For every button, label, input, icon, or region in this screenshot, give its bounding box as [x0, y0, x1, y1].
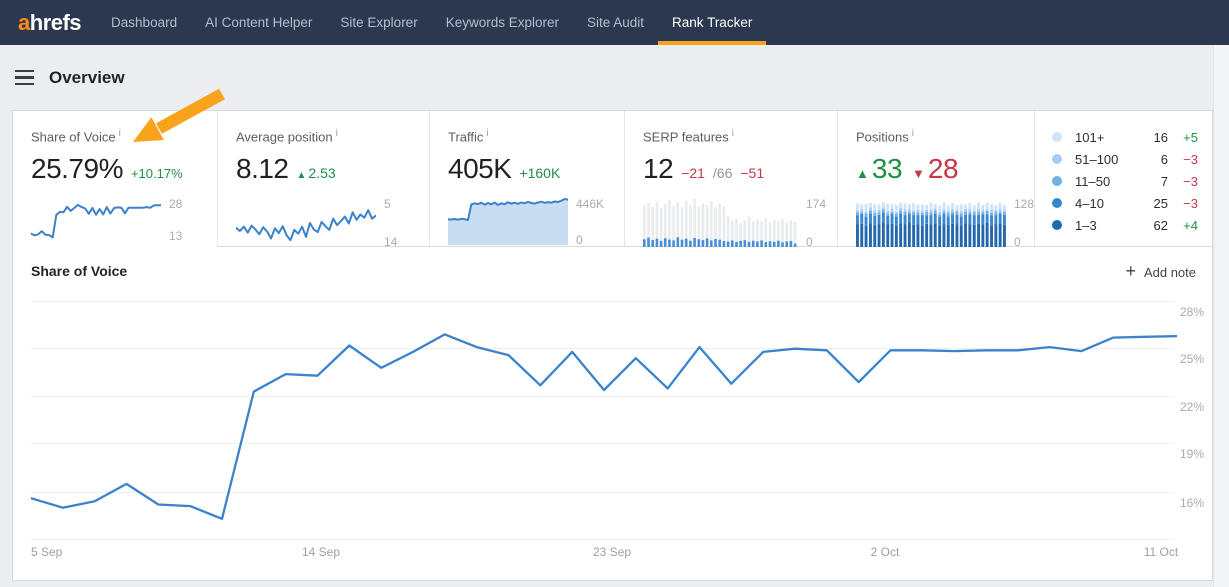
- metric-delta: +10.17%: [130, 166, 183, 182]
- tab-title: Average position i: [236, 128, 338, 145]
- sparkline-row: 174 0: [643, 197, 837, 249]
- ahrefs-logo[interactable]: ahrefs: [18, 9, 82, 36]
- metric-value: 405K: [448, 153, 512, 185]
- sparkline-row: 446K 0: [448, 197, 624, 247]
- tab-positions[interactable]: Positions i ▲ 33 ▼ 28 128 0: [838, 111, 1035, 249]
- top-nav: ahrefs Dashboard AI Content Helper Site …: [0, 0, 1229, 45]
- x-axis-label: 23 Sep: [592, 545, 632, 559]
- up-triangle-icon: ▲: [856, 166, 869, 182]
- metric-value-row: ▲ 33 ▼ 28: [856, 153, 1034, 185]
- nav-item-ai-content-helper[interactable]: AI Content Helper: [205, 15, 313, 30]
- x-axis-label: 2 Oct: [870, 545, 900, 559]
- up-triangle-icon: ▲: [296, 170, 307, 182]
- nav-item-dashboard[interactable]: Dashboard: [111, 15, 178, 30]
- gridline: [31, 348, 1174, 349]
- sparkline-row: 28 13: [31, 197, 217, 243]
- page-header: Overview: [0, 45, 1213, 110]
- tab-serp-features[interactable]: SERP features i 12 −21 /66 −51 174 0: [625, 111, 838, 249]
- spark-axis: 446K 0: [576, 197, 605, 248]
- metric-total: /66: [712, 165, 733, 182]
- metric-delta-lost: −21: [681, 165, 705, 182]
- metric-value-row: 12 −21 /66 −51: [643, 153, 837, 185]
- spark-axis: 28 13: [169, 197, 183, 244]
- page-content: Overview Share of Voice i 25.79% +10.17% …: [0, 45, 1213, 581]
- tab-title: Traffic i: [448, 128, 489, 145]
- tab-title: Positions i: [856, 128, 914, 145]
- legend-dot: [1052, 132, 1062, 142]
- positions-up-value: 33: [871, 153, 903, 185]
- metric-value: 25.79%: [31, 153, 123, 185]
- legend-row-51-100[interactable]: 51–100 6 −3: [1045, 148, 1198, 170]
- y-axis-label: 19%: [1179, 447, 1204, 461]
- sparkline-row: 5 14: [236, 197, 429, 249]
- info-icon[interactable]: i: [118, 128, 121, 139]
- info-icon[interactable]: i: [335, 128, 338, 139]
- tab-traffic[interactable]: Traffic i 405K +160K 446K 0: [430, 111, 625, 247]
- legend-dot: [1052, 198, 1062, 208]
- metric-value: 8.12: [236, 153, 289, 185]
- metric-delta-total: −51: [740, 165, 765, 182]
- tab-title: Share of Voice i: [31, 128, 121, 145]
- positions-legend: 101+ 16 +5 51–100 6 −3 11–50 7 −3 4–10 2…: [1035, 111, 1212, 247]
- share-of-voice-chart-panel: Share of Voice + Add note 28% 25% 22% 19%…: [12, 247, 1213, 581]
- tab-title: SERP features i: [643, 128, 734, 145]
- metric-value-row: 8.12 ▲ 2.53: [236, 153, 429, 185]
- tab-average-position[interactable]: Average position i 8.12 ▲ 2.53 5 14: [218, 111, 430, 249]
- legend-row-1-3[interactable]: 1–3 62 +4: [1045, 214, 1198, 236]
- tab-share-of-voice[interactable]: Share of Voice i 25.79% +10.17% 28 13: [13, 111, 218, 247]
- metric-delta: +160K: [519, 165, 561, 182]
- spark-axis: 5 14: [384, 197, 398, 250]
- vertical-scrollbar[interactable]: [1213, 45, 1229, 587]
- positions-down-value: 28: [927, 153, 959, 185]
- nav-item-site-audit[interactable]: Site Audit: [587, 15, 645, 30]
- logo-a: a: [18, 9, 30, 35]
- sparkline-row: 128 0: [856, 197, 1034, 249]
- y-axis-label: 22%: [1179, 400, 1204, 414]
- metric-delta: ▲ 2.53: [296, 165, 336, 182]
- positions-stacked-bar-sparkline: [856, 202, 1006, 248]
- info-icon[interactable]: i: [911, 128, 914, 139]
- nav-item-rank-tracker[interactable]: Rank Tracker: [658, 0, 766, 45]
- legend-row-101plus[interactable]: 101+ 16 +5: [1045, 126, 1198, 148]
- logo-rest: hrefs: [29, 9, 82, 35]
- page-title: Overview: [49, 67, 125, 87]
- legend-row-11-50[interactable]: 11–50 7 −3: [1045, 170, 1198, 192]
- metric-value-row: 405K +160K: [448, 153, 624, 185]
- y-axis-label: 25%: [1179, 352, 1204, 366]
- spark-axis: 174 0: [806, 197, 827, 250]
- hamburger-menu-icon[interactable]: [15, 70, 34, 85]
- spark-axis: 128 0: [1013, 197, 1034, 250]
- gridline: [31, 492, 1174, 493]
- metric-tabs: Share of Voice i 25.79% +10.17% 28 13 Aver…: [12, 110, 1213, 249]
- chart-section-title: Share of Voice: [31, 263, 128, 279]
- metric-value-row: 25.79% +10.17%: [31, 153, 217, 185]
- gridline: [31, 396, 1174, 397]
- share-of-voice-sparkline: [31, 204, 161, 239]
- average-position-sparkline: [236, 209, 376, 242]
- gridline: [31, 443, 1174, 444]
- gridline: [31, 539, 1174, 540]
- gridline: [31, 301, 1174, 302]
- info-icon[interactable]: i: [486, 128, 489, 139]
- legend-dot: [1052, 220, 1062, 230]
- legend-row-4-10[interactable]: 4–10 25 −3: [1045, 192, 1198, 214]
- traffic-sparkline: [448, 198, 568, 246]
- x-axis-label: 11 Oct: [1143, 545, 1179, 559]
- down-triangle-icon: ▼: [912, 166, 925, 182]
- nav-item-site-explorer[interactable]: Site Explorer: [340, 15, 418, 30]
- share-of-voice-line-chart[interactable]: [31, 247, 1177, 581]
- plus-icon: +: [1125, 261, 1136, 281]
- info-icon[interactable]: i: [731, 128, 734, 139]
- serp-features-bar-sparkline: [643, 199, 797, 248]
- metric-value: 12: [643, 153, 674, 185]
- add-note-button[interactable]: + Add note: [1125, 261, 1196, 281]
- y-axis-label: 28%: [1179, 305, 1204, 319]
- y-axis-label: 16%: [1179, 496, 1204, 510]
- x-axis-label: 5 Sep: [31, 545, 63, 559]
- legend-dot: [1052, 176, 1062, 186]
- legend-dot: [1052, 154, 1062, 164]
- x-axis-label: 14 Sep: [301, 545, 341, 559]
- nav-item-keywords-explorer[interactable]: Keywords Explorer: [445, 15, 559, 30]
